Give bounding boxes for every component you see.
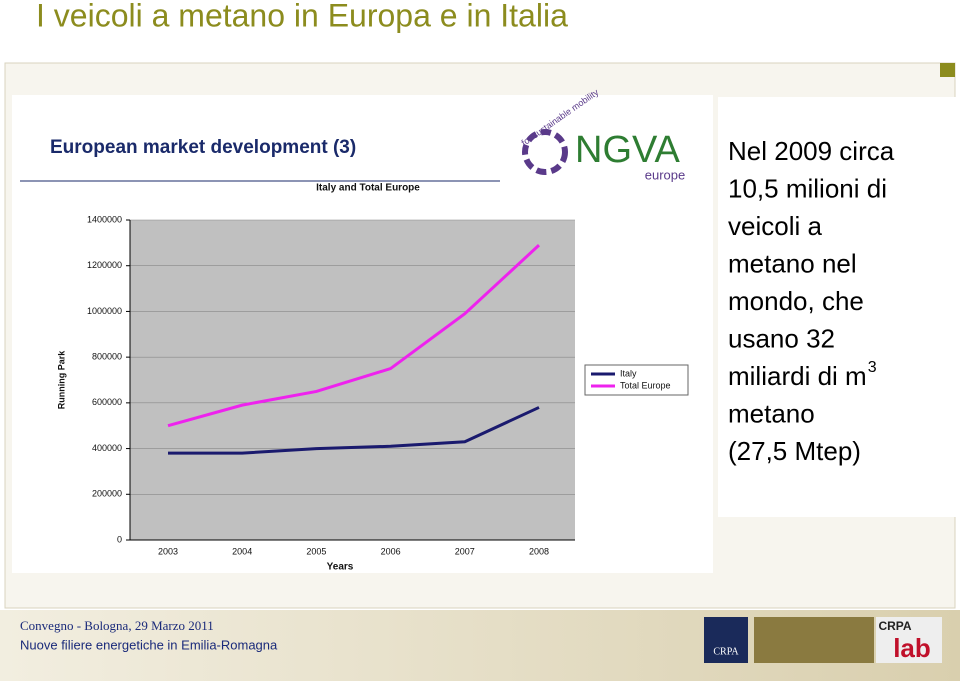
body-text: 10,5 milioni di [728, 173, 887, 203]
logo-flower [522, 129, 568, 175]
body-text: miliardi di m [728, 361, 867, 391]
x-tick-label: 2004 [232, 546, 252, 556]
logo-region: europe [645, 167, 685, 182]
corner-mark [940, 63, 955, 77]
slide-title: I veicoli a metano in Europa e in Italia [36, 0, 568, 33]
body-superscript: 3 [868, 359, 877, 376]
logo-name: NGVA [575, 129, 681, 171]
logo-box [876, 617, 942, 663]
body-text: Nel 2009 circa [728, 136, 895, 166]
body-text: veicoli a [728, 211, 822, 241]
body-text: (27,5 Mtep) [728, 436, 861, 466]
chart-subtitle: Italy and Total Europe [316, 183, 420, 194]
y-tick-label: 200000 [92, 489, 122, 499]
body-text: metano [728, 398, 815, 428]
y-tick-label: 1000000 [87, 306, 122, 316]
x-tick-label: 2008 [529, 546, 549, 556]
x-tick-label: 2005 [306, 546, 326, 556]
chart-title: European market development (3) [50, 137, 356, 158]
body-text: metano nel [728, 248, 857, 278]
legend-label: Italy [620, 368, 637, 378]
x-tick-label: 2003 [158, 546, 178, 556]
logo-box [704, 617, 748, 663]
y-tick-label: 0 [117, 534, 122, 544]
y-tick-label: 1400000 [87, 214, 122, 224]
text-box [718, 97, 958, 517]
body-text: usano 32 [728, 323, 835, 353]
legend-label: Total Europe [620, 380, 671, 390]
series-line [167, 244, 541, 428]
logo-text: lab [893, 633, 931, 663]
y-axis-label: Running Park [56, 350, 66, 409]
logo-text: CRPA [713, 646, 739, 657]
y-tick-label: 400000 [92, 443, 122, 453]
photo-strip [754, 617, 874, 663]
x-axis-label: Years [327, 562, 354, 573]
x-tick-label: 2007 [455, 546, 475, 556]
footer-subtitle: Nuove filiere energetiche in Emilia-Roma… [20, 637, 278, 652]
logo-text: CRPA [878, 619, 911, 633]
x-tick-label: 2006 [381, 546, 401, 556]
y-tick-label: 800000 [92, 352, 122, 362]
y-tick-label: 600000 [92, 397, 122, 407]
body-text: mondo, che [728, 286, 864, 316]
footer-event: Convegno - Bologna, 29 Marzo 2011 [20, 618, 214, 633]
legend-box [584, 364, 689, 396]
y-tick-label: 1200000 [87, 260, 122, 270]
series-line [168, 406, 540, 455]
